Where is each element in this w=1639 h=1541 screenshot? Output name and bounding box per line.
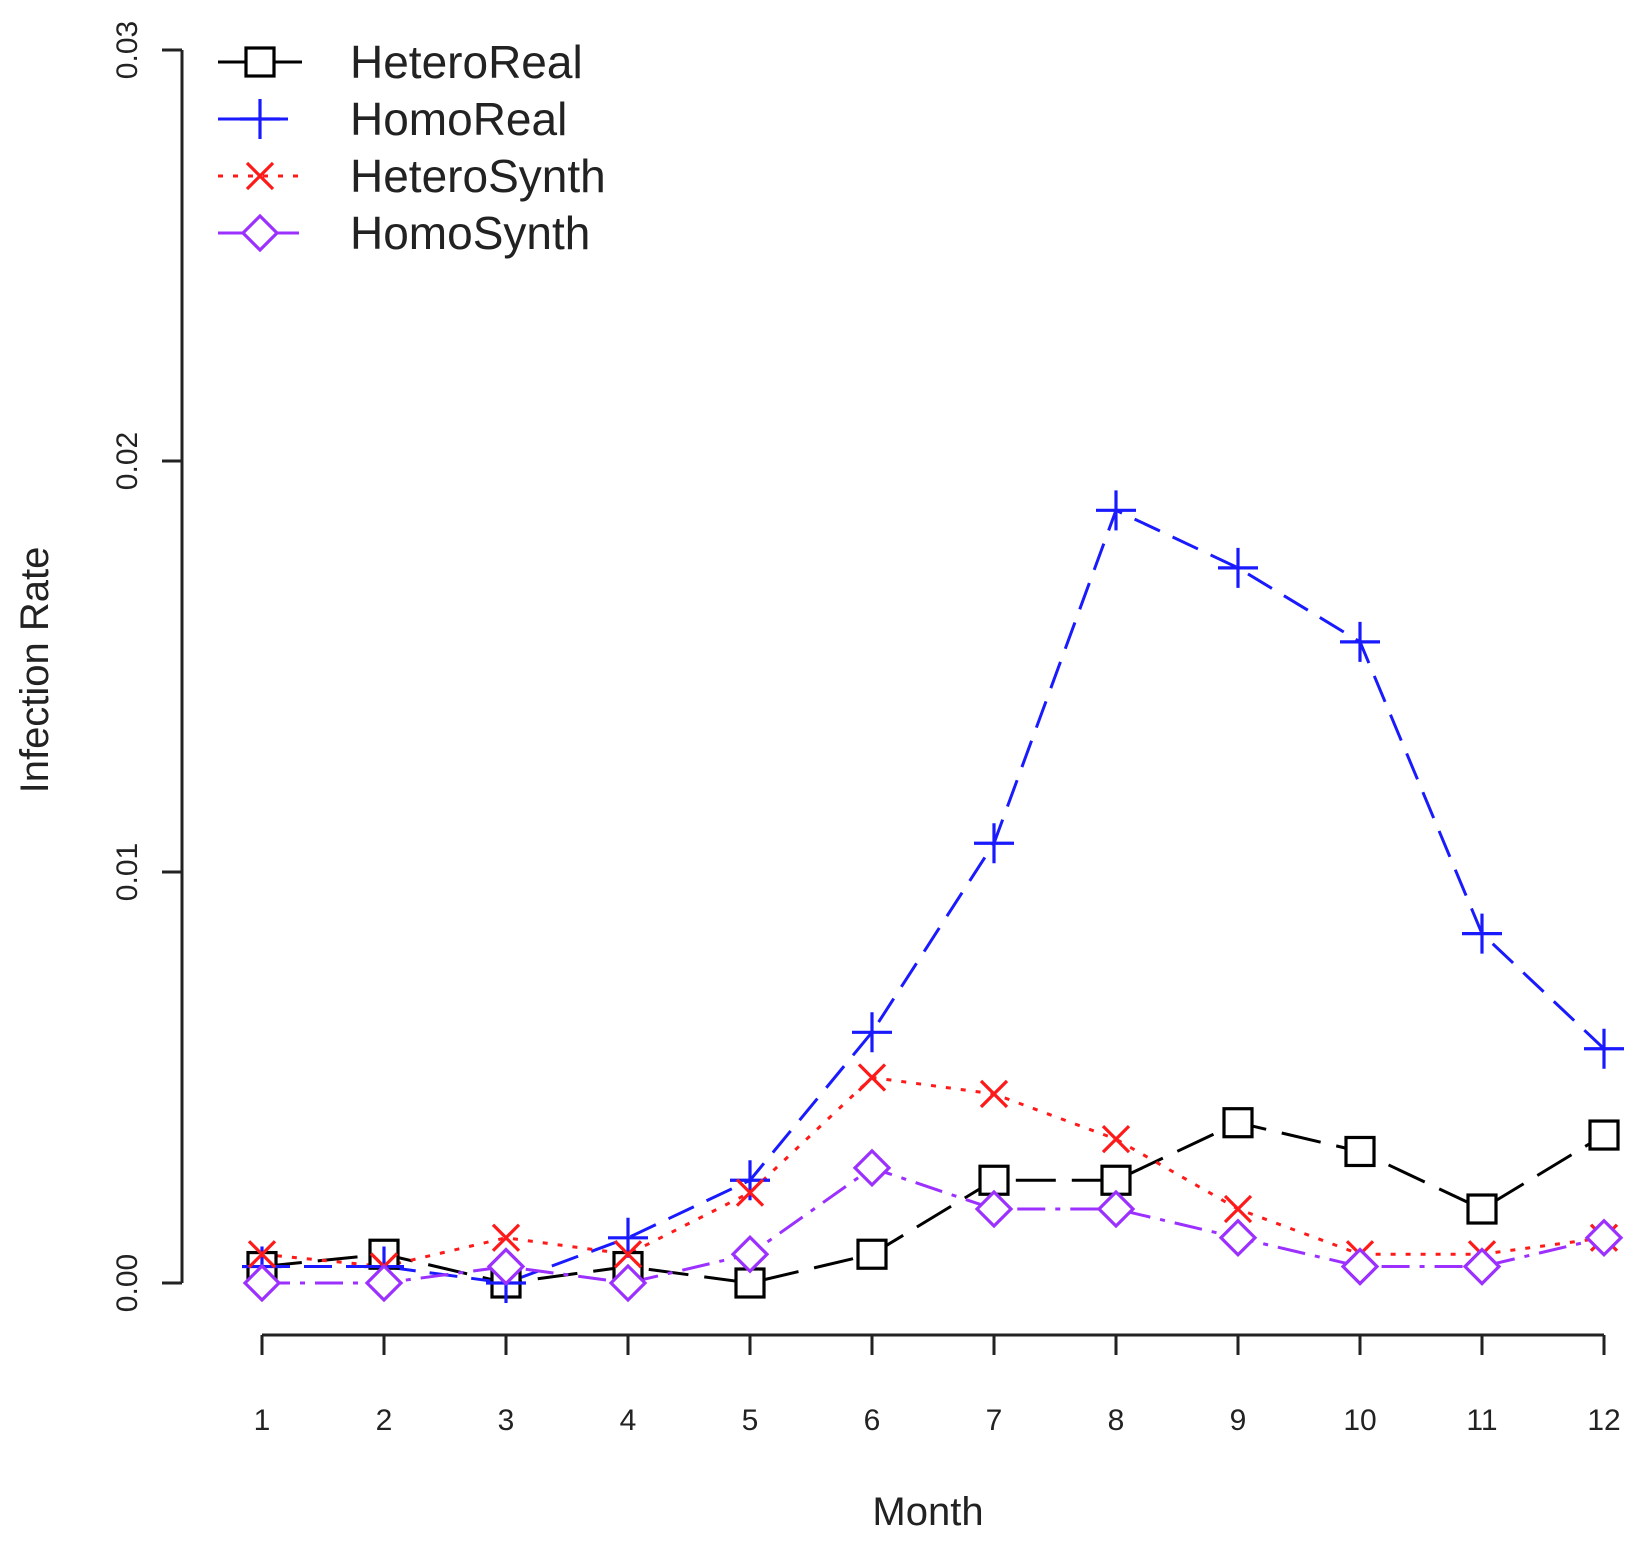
data-point-HomoSynth: [974, 1189, 1014, 1229]
x-tick-label: 1: [254, 1404, 271, 1437]
legend-label: HomoReal: [350, 93, 567, 145]
legend-label: HeteroSynth: [350, 150, 606, 202]
data-point-HomoReal: [974, 823, 1014, 864]
data-point-HomoReal: [852, 1012, 892, 1053]
x-tick-label: 6: [864, 1404, 881, 1437]
legend-item-HomoReal: HomoReal: [218, 93, 567, 145]
data-point-HeteroSynth: [979, 1079, 1009, 1109]
axes: 0.000.010.020.031 2 3 4 5 6 7 8 9 10 11 12: [111, 21, 1621, 1437]
data-point-HeteroReal: [1466, 1193, 1498, 1225]
data-point-HeteroSynth: [1223, 1194, 1253, 1224]
markers-HeteroSynth: [247, 1063, 1619, 1281]
x-tick-label: 11: [1466, 1404, 1497, 1437]
data-point-HomoSynth: [1218, 1218, 1258, 1258]
markers-HeteroReal: [246, 1107, 1620, 1299]
series-layer: [242, 490, 1624, 1303]
x-tick-label: 5: [742, 1404, 759, 1437]
x-tick-label: 8: [1108, 1404, 1125, 1437]
data-point-HeteroSynth: [735, 1178, 765, 1207]
x-axis-title: Month: [872, 1490, 983, 1534]
data-point-HomoReal: [608, 1217, 648, 1258]
legend-marker: [240, 213, 280, 253]
data-point-HomoReal: [1096, 490, 1136, 531]
data-point-HomoSynth: [1584, 1218, 1624, 1258]
data-point-HomoSynth: [1340, 1247, 1380, 1286]
series-line-HeteroReal: [261, 1121, 1605, 1285]
legend-marker: [244, 46, 276, 78]
data-point-HomoSynth: [608, 1263, 648, 1303]
data-point-HomoSynth: [852, 1148, 892, 1188]
data-point-HeteroReal: [734, 1267, 766, 1299]
data-point-HomoSynth: [242, 1263, 282, 1303]
x-tick-label: 9: [1230, 1404, 1247, 1437]
data-point-HomoSynth: [730, 1234, 770, 1274]
legend-label: HomoSynth: [350, 207, 590, 259]
data-point-HomoReal: [1218, 547, 1258, 588]
legend-marker: [245, 161, 275, 191]
x-tick-label: 12: [1587, 1404, 1620, 1437]
x-tick-label: 10: [1343, 1404, 1376, 1437]
data-point-HomoSynth: [364, 1263, 404, 1303]
legend-item-HomoSynth: HomoSynth: [218, 207, 590, 259]
markers-HomoReal: [242, 490, 1624, 1303]
markers-HomoSynth: [242, 1148, 1624, 1303]
data-point-HeteroReal: [1222, 1107, 1254, 1139]
data-point-HomoSynth: [1462, 1247, 1502, 1286]
series-HomoSynth: [262, 1166, 1605, 1285]
legend-item-HeteroReal: HeteroReal: [218, 36, 583, 88]
legend-label: HeteroReal: [350, 36, 583, 88]
legend-marker: [240, 99, 280, 139]
series-line-HomoReal: [262, 508, 1606, 1285]
data-point-HeteroReal: [856, 1238, 888, 1270]
x-tick-label: 3: [498, 1404, 515, 1437]
data-point-HeteroSynth: [1101, 1125, 1131, 1154]
series-HomoReal: [262, 508, 1606, 1285]
legend-item-HeteroSynth: HeteroSynth: [218, 150, 606, 202]
y-axis-title: Infection Rate: [13, 547, 57, 794]
y-tick-label: 0.02: [111, 432, 144, 490]
series-line-HeteroSynth: [261, 1075, 1605, 1269]
x-tick-label: 2: [376, 1404, 393, 1437]
series-HeteroReal: [261, 1121, 1605, 1285]
data-point-HomoReal: [1584, 1028, 1624, 1069]
data-point-HeteroReal: [1588, 1119, 1620, 1151]
data-point-HomoReal: [1340, 621, 1380, 662]
data-point-HeteroSynth: [247, 1240, 277, 1269]
data-point-HomoReal: [1462, 913, 1502, 954]
y-tick-label: 0.00: [111, 1254, 144, 1312]
x-tick-label: 4: [620, 1404, 637, 1437]
data-point-HeteroSynth: [613, 1240, 643, 1269]
y-tick-label: 0.03: [111, 21, 144, 79]
series-line-HomoSynth: [262, 1166, 1605, 1285]
y-tick-label: 0.01: [111, 843, 144, 901]
data-point-HeteroSynth: [491, 1223, 521, 1252]
data-point-HomoSynth: [1096, 1189, 1136, 1229]
data-point-HeteroReal: [1344, 1135, 1376, 1168]
series-HeteroSynth: [261, 1075, 1605, 1269]
data-point-HomoSynth: [486, 1247, 526, 1286]
data-point-HeteroSynth: [857, 1063, 887, 1092]
x-tick-label: 7: [986, 1404, 1003, 1437]
